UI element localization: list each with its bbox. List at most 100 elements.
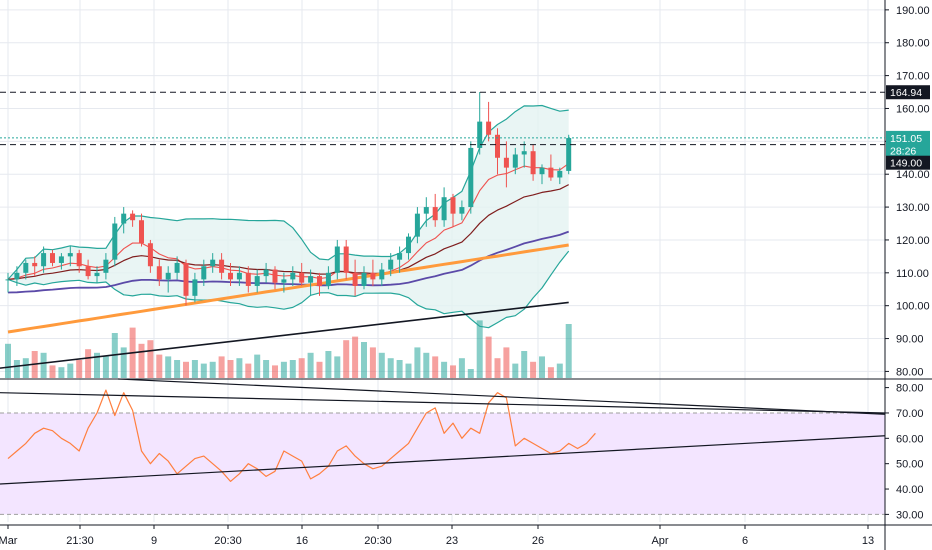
candle-body: [14, 272, 20, 280]
volume-bar: [67, 363, 74, 378]
volume-bar: [352, 336, 359, 378]
ema-slow-line: [7, 230, 570, 294]
price-badge-level: [886, 85, 930, 100]
volume-bar: [334, 356, 341, 378]
volume-bar: [530, 361, 537, 378]
candle-body: [263, 269, 269, 277]
volume-bar: [441, 361, 448, 378]
rsi-tick-label: 40.00: [896, 484, 924, 496]
candle-body: [317, 276, 322, 286]
price-tick-label: 140.00: [896, 169, 930, 181]
candle-body: [94, 272, 100, 277]
price-badge-label: 164.94: [890, 87, 922, 99]
candle-body: [414, 213, 420, 237]
ema-long-line: [7, 243, 569, 334]
volume-bar: [85, 349, 92, 378]
price-tick-label: 110.00: [896, 268, 929, 280]
price-tick-label: 90.00: [896, 334, 924, 346]
volume-bar: [547, 367, 554, 378]
candle-body: [450, 197, 456, 214]
volume-bar: [289, 360, 296, 378]
volume-bar: [494, 358, 501, 378]
candle-body: [512, 154, 518, 168]
time-tick-label: 26: [532, 535, 544, 547]
volume-bar: [58, 367, 65, 378]
volume-bar: [94, 352, 100, 378]
time-tick-label: 23: [446, 535, 458, 547]
rsi-tick-label: 50.00: [896, 459, 924, 471]
volume-bar: [476, 320, 483, 378]
volume-bar: [485, 336, 492, 378]
candle-body: [5, 279, 11, 281]
candle-body: [236, 272, 242, 280]
price-badge-level: [886, 155, 930, 170]
price-badge-timer: [886, 143, 930, 158]
volume-bar: [156, 354, 163, 378]
rsi-tick-label: 70.00: [896, 408, 924, 420]
candle-body: [219, 259, 225, 273]
candle-body: [423, 207, 429, 214]
resistance-trend-line[interactable]: [117, 378, 886, 415]
candle-body: [352, 272, 358, 286]
volume-bar: [539, 356, 545, 378]
price-badge-current: [886, 130, 930, 145]
candle-body: [201, 266, 207, 280]
bollinger-lower-line: [7, 250, 570, 329]
volume-bar: [414, 347, 421, 378]
candle-body: [299, 272, 305, 283]
bollinger-upper-line: [7, 104, 569, 280]
time-tick-label: 9: [151, 535, 157, 547]
candle-body: [548, 167, 554, 178]
time-tick-label: 6: [742, 535, 748, 547]
rsi-tick-label: 80.00: [896, 383, 924, 395]
time-tick-label: 20:30: [214, 535, 242, 547]
rsi-tick-label: 30.00: [896, 509, 924, 521]
ema-fast-line: [7, 163, 570, 280]
volume-bar: [218, 356, 225, 378]
volume-bar: [272, 365, 278, 378]
candle-body: [32, 262, 38, 267]
rsi-trend-line[interactable]: [0, 435, 886, 485]
trend-line-main: [0, 301, 569, 369]
candle-body: [147, 243, 153, 267]
volume-bar: [254, 354, 261, 378]
candle-body: [406, 236, 411, 254]
volume-bar: [200, 363, 207, 378]
price-badge-label: 151.05: [890, 133, 922, 145]
volume-bar: [432, 356, 439, 378]
candle-body: [459, 207, 465, 214]
rsi-trend-line[interactable]: [0, 392, 886, 414]
candle-body: [183, 262, 189, 296]
candle-body: [325, 272, 331, 286]
candle-body: [165, 272, 171, 280]
candle-body: [76, 253, 82, 267]
candle-body: [41, 253, 47, 267]
candle-body: [486, 121, 492, 135]
volume-bar: [298, 358, 305, 378]
price-tick-label: 80.00: [896, 366, 924, 378]
volume-bar: [423, 352, 430, 378]
candle-body: [334, 246, 340, 273]
candle-body: [361, 272, 367, 286]
volume-bar: [138, 343, 145, 378]
volume-bar: [307, 352, 314, 378]
volume-bar: [280, 361, 287, 378]
candle-body: [397, 253, 403, 260]
volume-bar: [165, 356, 172, 378]
price-tick-label: 100.00: [896, 301, 930, 313]
rsi-line: [7, 389, 596, 482]
candle-body: [130, 213, 136, 221]
candle-body: [343, 246, 349, 273]
time-tick-label: 16: [296, 535, 308, 547]
candle-body: [103, 259, 109, 273]
volume-bar: [245, 363, 252, 378]
volume-bar: [458, 358, 465, 378]
volume-bar: [556, 363, 563, 378]
candle-body: [272, 269, 278, 283]
volume-bar: [209, 361, 216, 378]
candle-body: [210, 259, 216, 267]
candle-body: [441, 197, 447, 221]
volume-bar: [76, 360, 83, 378]
volume-bar: [467, 369, 474, 378]
